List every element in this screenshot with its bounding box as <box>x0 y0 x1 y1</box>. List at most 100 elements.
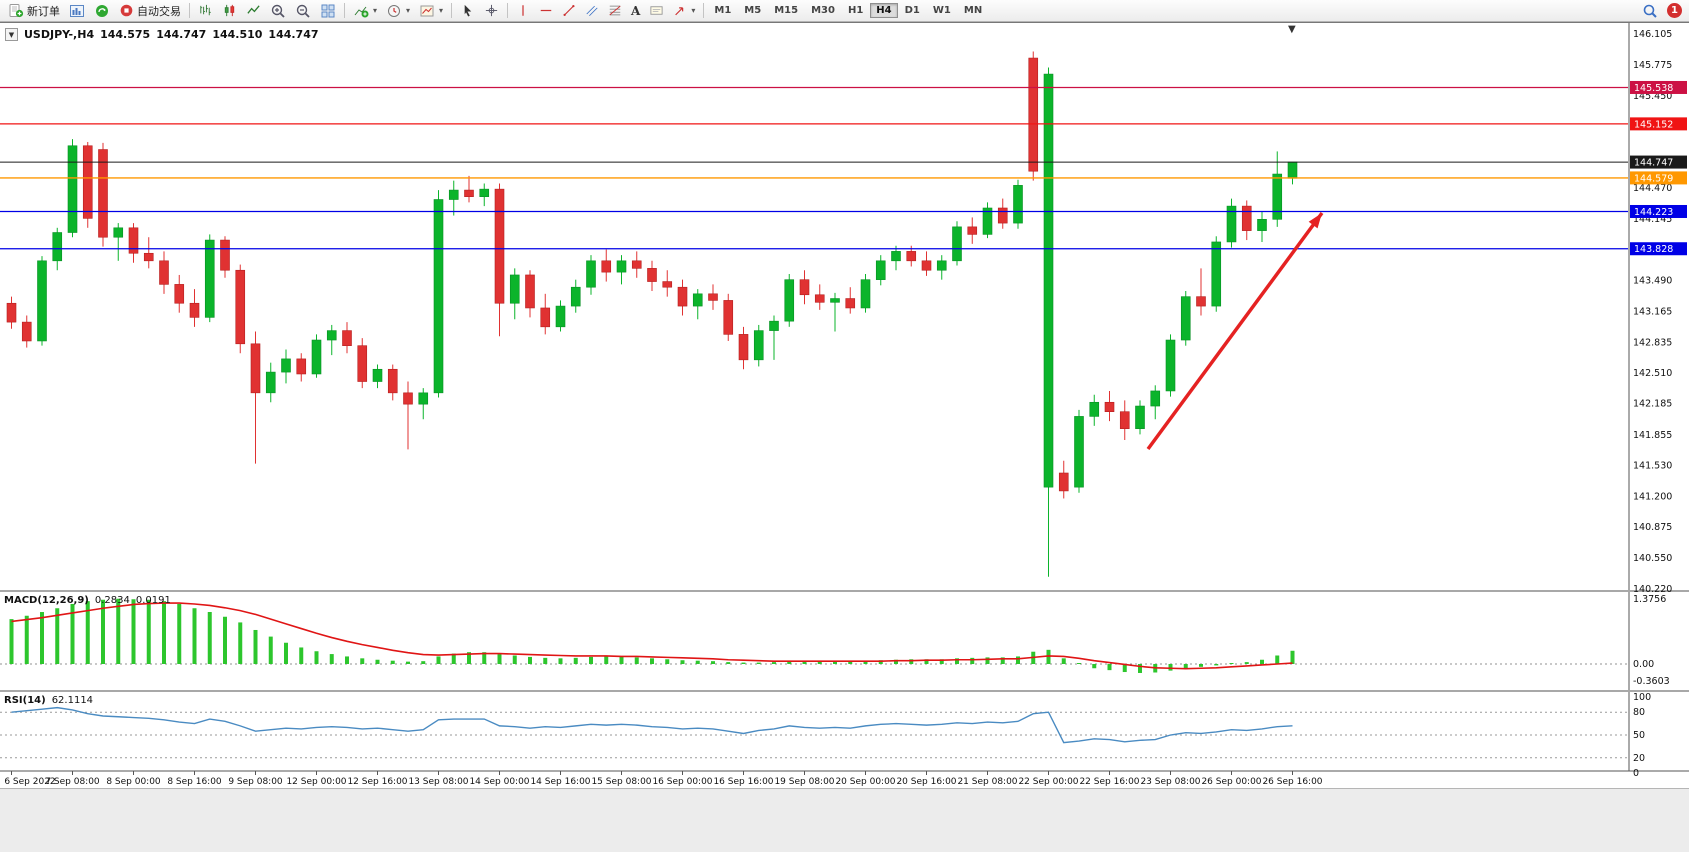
price-line-144.579[interactable]: 144.579 <box>0 171 1687 185</box>
fibonacci-icon <box>609 5 621 16</box>
timeframe-button-h4[interactable]: H4 <box>870 3 898 18</box>
chevron-down-icon[interactable]: ▾ <box>373 6 378 15</box>
symbol-marker-icon[interactable]: ▼ <box>5 28 18 41</box>
candle-84 <box>1287 161 1298 179</box>
candle-70 <box>1074 416 1084 488</box>
indicators-button[interactable]: ▾ <box>349 1 381 20</box>
price-line-145.152[interactable]: 145.152 <box>0 117 1687 131</box>
text-label-button[interactable] <box>645 1 668 20</box>
chart-shift-marker-icon[interactable]: ▼ <box>1288 24 1296 35</box>
timeframe-button-h1[interactable]: H1 <box>842 3 869 18</box>
panel-splitter[interactable] <box>0 590 1689 592</box>
line-chart-button[interactable] <box>242 1 265 20</box>
macd-main-value: 0.2834 <box>94 595 130 606</box>
templates-button[interactable]: ▾ <box>415 1 447 20</box>
price-axis[interactable]: 146.105 145.775 145.450 144.470 144.145 143.4… <box>1633 29 1672 595</box>
candle-55 <box>845 298 856 309</box>
zoom-out-button[interactable] <box>291 1 315 20</box>
svg-text:140.550: 140.550 <box>1633 553 1672 564</box>
symbol-period-label: USDJPY-,H4 <box>24 28 95 41</box>
profiles-button[interactable] <box>90 1 114 20</box>
channel-button[interactable] <box>581 1 603 20</box>
text-tool-button[interactable]: A <box>627 1 644 20</box>
candle-4 <box>67 145 78 233</box>
arrows-tool-button[interactable]: ▾ <box>669 1 699 20</box>
search-button[interactable] <box>1638 1 1662 20</box>
vertical-line-button[interactable] <box>512 1 534 20</box>
horizontal-line-button[interactable] <box>535 1 557 20</box>
chevron-down-icon[interactable]: ▾ <box>406 6 411 15</box>
candlestick-chart-icon <box>224 4 235 17</box>
candle-80 <box>1226 205 1237 243</box>
chart-canvas[interactable]: 146.105 145.775 145.450 144.470 144.145 143.4… <box>0 23 1689 788</box>
bar-chart-button[interactable] <box>194 1 217 20</box>
svg-text:145.775: 145.775 <box>1633 60 1672 71</box>
candle-34 <box>525 274 535 309</box>
trendline-button[interactable] <box>558 1 580 20</box>
auto-trading-label: 自动交易 <box>137 4 181 18</box>
macd-indicator-label: MACD(12,26,9) 0.2834 0.0191 <box>4 595 171 606</box>
trend-arrow-annotation[interactable] <box>1146 211 1324 451</box>
timeframe-button-m15[interactable]: M15 <box>768 3 804 18</box>
macd-name: MACD(12,26,9) <box>4 595 89 606</box>
chevron-down-icon[interactable]: ▾ <box>691 6 696 15</box>
new-order-button[interactable]: 新订单 <box>4 1 64 20</box>
svg-text:26 Sep 00:00: 26 Sep 00:00 <box>1201 777 1261 787</box>
chart-ohlc-title: ▼ USDJPY-,H4 144.575 144.747 144.510 144… <box>5 28 319 41</box>
zoom-out-icon <box>296 4 310 18</box>
chart-window: 146.105 145.775 145.450 144.470 144.145 143.4… <box>0 22 1689 788</box>
timeframe-button-m5[interactable]: M5 <box>738 3 767 18</box>
timeframe-button-m30[interactable]: M30 <box>805 3 841 18</box>
candle-26 <box>403 392 413 405</box>
svg-text:100: 100 <box>1633 692 1651 703</box>
candle-46 <box>708 293 718 301</box>
rsi-line <box>11 706 1293 744</box>
candle-54 <box>830 298 840 303</box>
svg-text:140.875: 140.875 <box>1633 522 1672 533</box>
timeframe-button-d1[interactable]: D1 <box>899 3 926 18</box>
candle-37 <box>570 286 581 307</box>
timeframe-button-mn[interactable]: MN <box>958 3 988 18</box>
svg-text:144.747: 144.747 <box>1634 158 1673 169</box>
price-line-143.828[interactable]: 143.828 <box>0 242 1687 256</box>
chevron-down-icon[interactable]: ▾ <box>439 6 444 15</box>
candle-64 <box>982 207 993 235</box>
price-line-144.747[interactable]: 144.747 <box>0 155 1687 169</box>
price-line-144.223[interactable]: 144.223 <box>0 204 1687 218</box>
candle-52 <box>799 279 810 296</box>
candle-2 <box>37 260 47 342</box>
candle-44 <box>677 286 688 307</box>
panel-splitter[interactable] <box>0 690 1689 692</box>
svg-text:142.835: 142.835 <box>1633 337 1672 348</box>
crosshair-button[interactable] <box>480 1 503 20</box>
fibonacci-button[interactable] <box>604 1 626 20</box>
svg-text:141.200: 141.200 <box>1633 492 1672 503</box>
candle-76 <box>1165 339 1176 392</box>
ohlc-close: 144.747 <box>268 28 319 41</box>
candle-60 <box>921 260 932 271</box>
candlestick-chart-button[interactable] <box>218 1 241 20</box>
tile-windows-button[interactable] <box>316 1 340 20</box>
svg-text:145.152: 145.152 <box>1634 119 1673 130</box>
auto-trading-button[interactable]: 自动交易 <box>115 1 185 20</box>
periods-button[interactable]: ▾ <box>382 1 414 20</box>
timeframe-button-m1[interactable]: M1 <box>708 3 737 18</box>
toolbar: 新订单 自动交易 <box>0 0 1689 22</box>
new-order-label: 新订单 <box>27 4 60 18</box>
new-chart-button[interactable] <box>65 1 89 20</box>
candle-50 <box>769 320 779 331</box>
zoom-in-button[interactable] <box>266 1 290 20</box>
svg-text:6 Sep 2022: 6 Sep 2022 <box>4 777 55 787</box>
candle-43 <box>662 281 673 288</box>
candle-28 <box>433 199 444 394</box>
svg-text:22 Sep 00:00: 22 Sep 00:00 <box>1018 777 1078 787</box>
timeframe-button-w1[interactable]: W1 <box>927 3 957 18</box>
svg-text:12 Sep 00:00: 12 Sep 00:00 <box>286 777 346 787</box>
profiles-icon <box>96 4 108 17</box>
candle-10 <box>159 260 169 285</box>
candle-56 <box>860 279 871 309</box>
cursor-button[interactable] <box>456 1 479 20</box>
notification-badge[interactable]: 1 <box>1667 3 1682 18</box>
price-line-145.538[interactable]: 145.538 <box>0 80 1687 94</box>
